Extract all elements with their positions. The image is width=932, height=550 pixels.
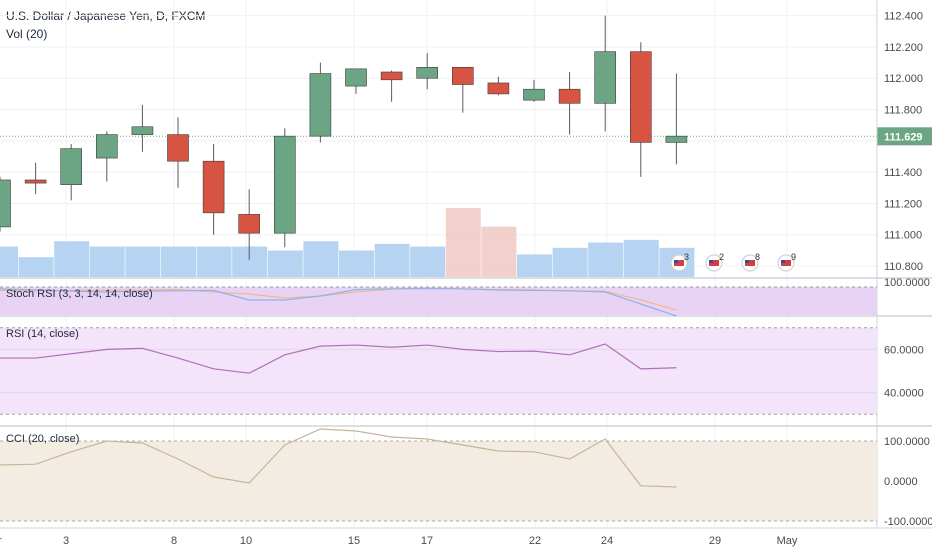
cci-axis-tick-label: 0.0000: [884, 476, 918, 488]
time-axis-tick-label: 8: [171, 535, 177, 547]
volume-indicator-label: Vol (20): [6, 27, 48, 41]
candle-body-down: [629, 51, 652, 143]
time-axis-tick-label: 3: [63, 535, 69, 547]
event-count-label: 3: [684, 252, 689, 262]
price-axis-tick-label: 111.800: [884, 105, 922, 117]
volume-bar: [517, 254, 552, 277]
price-axis-tick-label: 111.200: [884, 198, 922, 210]
time-axis-tick-label: May: [777, 535, 798, 547]
volume-bar: [445, 208, 481, 277]
volume-bar: [588, 242, 624, 277]
volume-bar: [161, 246, 196, 277]
volume-bar: [89, 246, 125, 277]
volume-bar: [623, 239, 659, 277]
candle-body-up: [273, 135, 296, 234]
candle-body-down: [167, 134, 189, 162]
event-flag-icon: [709, 260, 719, 266]
event-count-label: 8: [755, 252, 760, 262]
volume-bar: [481, 226, 517, 277]
time-axis-tick-label: 17: [421, 535, 433, 547]
price-axis-tick-label: 111.000: [884, 230, 922, 242]
candle-body-down: [558, 88, 581, 104]
time-axis-tick-label: 15: [348, 535, 360, 547]
price-axis-tick-label: 112.200: [884, 42, 923, 54]
candle-body-down: [238, 214, 260, 234]
event-flag-icon: [781, 260, 791, 266]
time-axis-tick-label: 22: [529, 535, 541, 547]
event-flag-icon: [781, 260, 785, 263]
volume-bar: [552, 247, 588, 277]
stoch-rsi-label: Stoch RSI (3, 3, 14, 14, close): [6, 288, 153, 300]
candle-body-up: [96, 134, 118, 159]
event-flag-icon: [674, 260, 684, 266]
candle-body-up: [0, 179, 11, 228]
rsi-label: RSI (14, close): [6, 328, 79, 340]
volume-bar: [339, 250, 374, 277]
candle-body-up: [131, 126, 154, 135]
volume-bar: [125, 246, 161, 277]
event-flag-icon: [709, 260, 713, 263]
volume-bar: [267, 250, 303, 277]
volume-bar: [54, 241, 90, 277]
volume-bar: [374, 243, 410, 277]
cci-axis-tick-label: -100.0000: [884, 516, 932, 528]
event-flag-icon: [745, 260, 755, 266]
rsi-axis-tick-label: 60.0000: [884, 344, 924, 356]
event-count-label: 2: [719, 252, 724, 262]
rsi-band-fill: [0, 327, 877, 415]
rsi-line: [0, 343, 677, 374]
candle-body-up: [345, 68, 367, 87]
volume-bar: [18, 257, 54, 277]
price-axis-tick-label: 110.800: [884, 261, 923, 273]
candle-body-down: [24, 179, 47, 184]
volume-bar: [0, 246, 18, 277]
volume-bar: [303, 241, 339, 277]
candle-body-down: [380, 71, 403, 81]
candle-body-up: [523, 88, 545, 101]
candle-body-up: [309, 73, 332, 137]
candle-body-up: [665, 135, 688, 143]
candle-body-up: [60, 148, 83, 185]
last-price-tag: [877, 127, 932, 146]
time-axis-tick-label: 10: [240, 535, 252, 547]
candle-body-down: [202, 160, 225, 214]
candle-body-down: [487, 82, 510, 95]
cci-band-fill: [0, 441, 877, 521]
volume-bar: [410, 246, 446, 277]
price-axis-tick-label: 111.400: [884, 167, 922, 179]
candle-body-up: [594, 51, 617, 104]
price-axis-tick-label: 112.000: [884, 73, 923, 85]
event-flag-icon: [745, 260, 749, 263]
volume-bar: [196, 246, 232, 277]
time-axis-tick-label: r: [0, 535, 2, 547]
stoch-k-line: [0, 287, 677, 317]
candle-body-up: [416, 66, 439, 79]
stoch-axis-tick-label: 100.0000: [884, 277, 930, 289]
cci-line: [0, 428, 677, 488]
candle-body-down: [451, 66, 474, 85]
time-axis-tick-label: 29: [709, 535, 721, 547]
rsi-axis-tick-label: 40.0000: [884, 388, 924, 400]
volume-bar: [232, 246, 268, 277]
time-axis-tick-label: 24: [601, 535, 613, 547]
price-axis-tick-label: 112.400: [884, 11, 923, 23]
event-flag-icon: [674, 260, 678, 263]
cci-label: CCI (20, close): [6, 433, 79, 445]
event-count-label: 9: [791, 252, 796, 262]
cci-axis-tick-label: 100.0000: [884, 436, 930, 448]
last-price-tag-label: 111.629: [884, 131, 923, 143]
